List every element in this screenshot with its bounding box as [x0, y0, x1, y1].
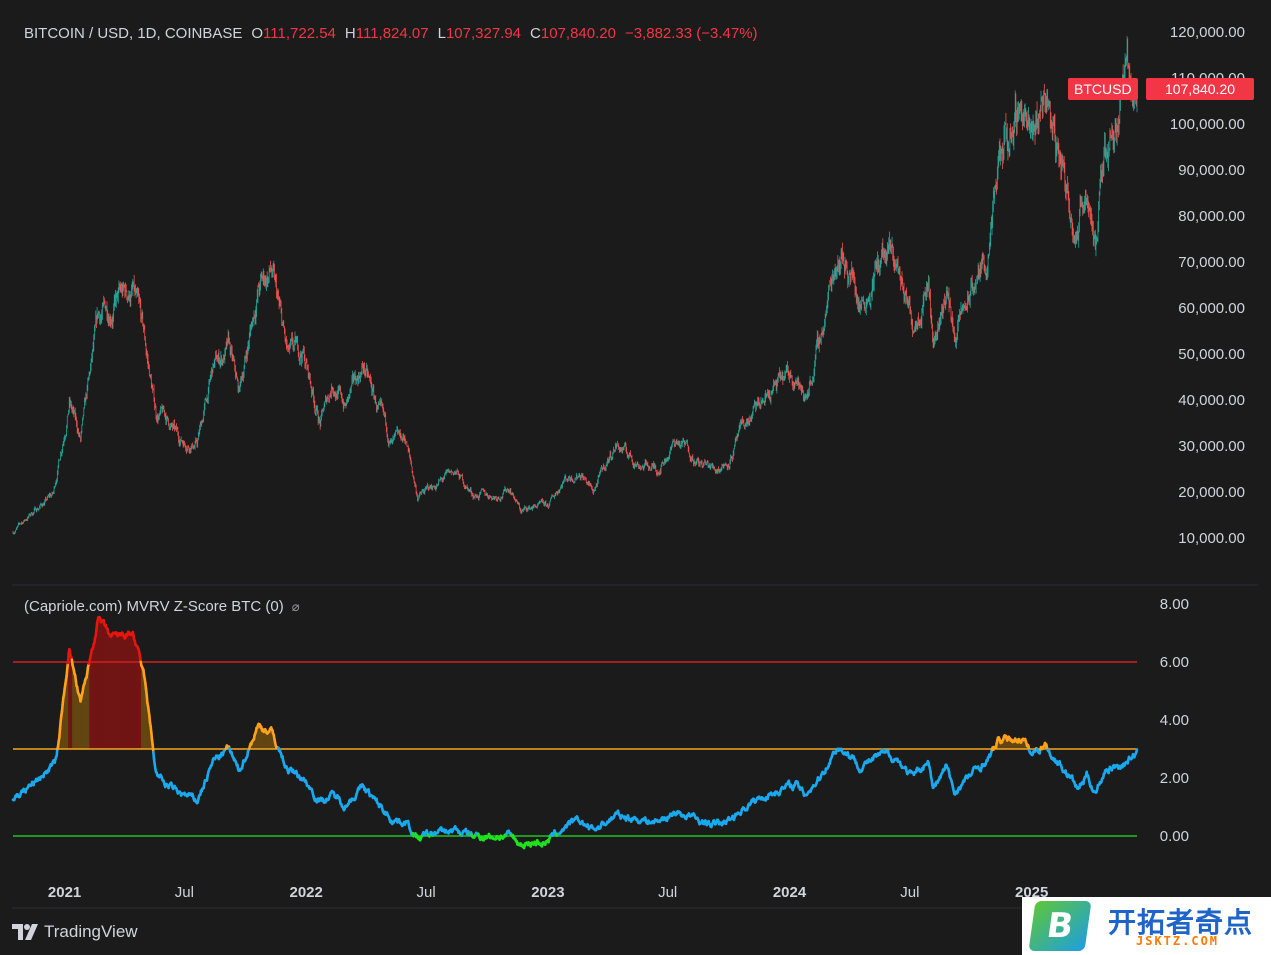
tradingview-attribution[interactable]: TradingView: [12, 920, 138, 944]
low-value: 107,327.94: [445, 25, 522, 42]
high-label: H: [344, 25, 356, 42]
price-axis-tick-label: 20,000.00: [1178, 484, 1245, 501]
time-axis-tick-label: Jul: [658, 884, 677, 901]
zscore-axis-tick-label: 4.00: [1160, 712, 1189, 729]
price-axis-tick-label: 40,000.00: [1178, 392, 1245, 409]
tradingview-logo-icon: [12, 924, 38, 940]
time-axis-tick-label: 2025: [1015, 884, 1048, 901]
price-axis-tick-label: 80,000.00: [1178, 208, 1245, 225]
price-axis-tick-label: 70,000.00: [1178, 254, 1245, 271]
time-axis-tick-label: Jul: [417, 884, 436, 901]
watermark-letter: B: [1044, 906, 1076, 946]
close-value: 107,840.20: [540, 25, 616, 42]
zscore-segment: [1135, 748, 1139, 754]
zscore-segment: [58, 727, 62, 739]
zscore-axis-tick-label: 0.00: [1160, 828, 1189, 845]
watermark-url: JSKTZ.COM: [1136, 934, 1220, 948]
price-axis[interactable]: 120,000.00110,000.00100,000.0090,000.008…: [1170, 24, 1245, 547]
symbol-legend[interactable]: BITCOIN / USD, 1D, COINBASE O111,722.54 H1…: [24, 25, 758, 42]
symbol-title[interactable]: BITCOIN / USD, 1D, COINBASE: [24, 25, 243, 42]
price-series: [12, 35, 1138, 535]
indicator-legend[interactable]: (Capriole.com) MVRV Z-Score BTC (0) ⌀: [24, 598, 300, 615]
close-label: C: [530, 25, 541, 42]
time-axis[interactable]: 2021 Jul 2022 Jul 2023 Jul 2024 Jul 2025: [48, 884, 1048, 901]
zscore-segment: [145, 693, 149, 705]
change-value: −3,882.33 (−3.47%): [624, 25, 758, 42]
symbol-price-label: BTCUSD: [1068, 78, 1138, 100]
time-axis-tick-label: 2023: [531, 884, 564, 901]
price-axis-tick-label: 60,000.00: [1178, 300, 1245, 317]
low-label: L: [437, 25, 446, 42]
time-axis-tick-label: 2021: [48, 884, 81, 901]
zscore-axis-tick-label: 6.00: [1160, 654, 1189, 671]
watermark-logo-icon: B: [1028, 901, 1092, 951]
zscore-axis-tick-label: 2.00: [1160, 770, 1189, 787]
price-axis-tick-label: 120,000.00: [1170, 24, 1245, 41]
price-axis-tick-label: 50,000.00: [1178, 346, 1245, 363]
zscore-axis[interactable]: 8.00 6.00 4.00 2.00 0.00: [1160, 596, 1189, 845]
last-price-label: 107,840.20: [1146, 78, 1254, 100]
high-value: 111,824.07: [355, 25, 429, 42]
price-axis-tick-label: 90,000.00: [1178, 162, 1245, 179]
watermark-badge: B 开拓者奇点 JSKTZ.COM: [1022, 897, 1271, 955]
open-value: 111,722.54: [263, 25, 336, 42]
time-axis-tick-label: 2022: [290, 884, 323, 901]
watermark-title: 开拓者奇点: [1108, 907, 1254, 938]
tradingview-brand: TradingView: [44, 922, 138, 941]
time-axis-tick-label: Jul: [175, 884, 194, 901]
open-label: O: [251, 25, 264, 42]
zscore-fill-area: [57, 617, 1048, 749]
price-axis-tick-label: 10,000.00: [1178, 530, 1245, 547]
time-axis-tick-label: 2024: [773, 884, 807, 901]
zscore-segment: [66, 652, 70, 665]
price-axis-tick-label: 30,000.00: [1178, 438, 1245, 455]
threshold-lines: [13, 661, 1137, 837]
time-axis-tick-label: Jul: [900, 884, 919, 901]
zscore-series: [11, 615, 1139, 850]
price-axis-tick-label: 100,000.00: [1170, 116, 1245, 133]
indicator-title[interactable]: (Capriole.com) MVRV Z-Score BTC (0): [24, 598, 284, 615]
zscore-axis-tick-label: 8.00: [1160, 596, 1189, 613]
hidden-values-icon[interactable]: ⌀: [291, 599, 300, 614]
